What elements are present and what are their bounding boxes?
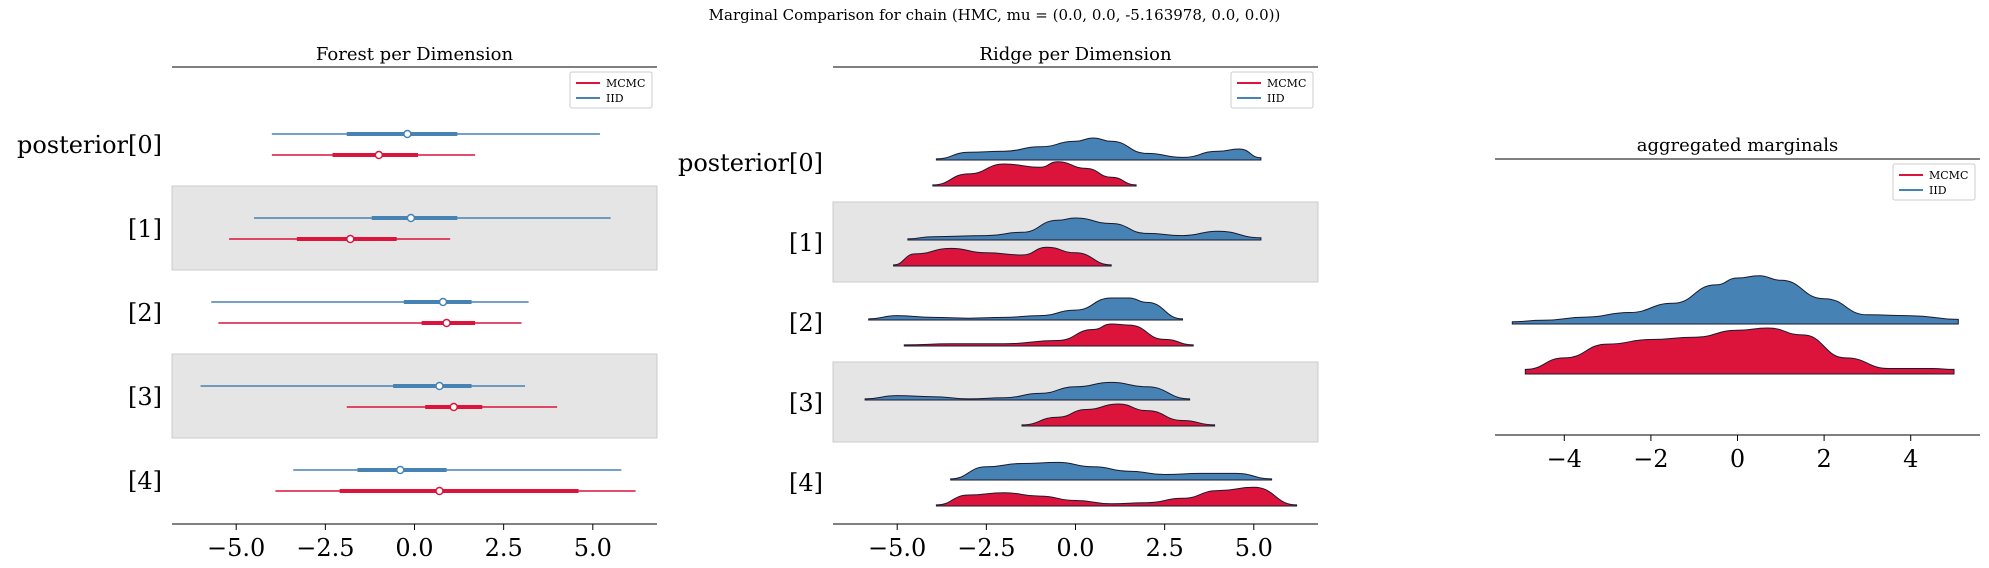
iid-median-point xyxy=(395,465,405,475)
row-label: [4] xyxy=(128,467,162,495)
mcmc-ridge-density xyxy=(932,161,1137,187)
iid-median-point xyxy=(438,297,448,307)
mcmc-median-point xyxy=(435,486,444,496)
mcmc-ridge-density xyxy=(1021,403,1216,427)
ridge-panel: posterior[0] [1] [2] [3] [4] Ridge per Dimens… xyxy=(678,44,1319,562)
axes-title: Forest per Dimension xyxy=(316,44,514,65)
x-tick-label: 5.0 xyxy=(574,534,612,562)
legend-label-mcmc: MCMC xyxy=(1929,169,1968,182)
x-tick-label: −2.5 xyxy=(957,534,1015,562)
iid-ridge-density xyxy=(868,297,1183,321)
legend-label-iid: IID xyxy=(606,92,624,105)
row-label: posterior[0] xyxy=(678,149,823,177)
row-label: posterior[0] xyxy=(17,131,162,159)
mcmc-median-point xyxy=(449,402,458,412)
mcmc-ridge-density xyxy=(893,246,1112,267)
mcmc-ridge-density xyxy=(903,323,1194,347)
x-tick-label: −4 xyxy=(1547,445,1582,473)
mcmc-ridge-density xyxy=(935,486,1298,507)
row-label: [3] xyxy=(789,389,823,417)
mcmc-median-point xyxy=(374,150,384,160)
aggregated-panel: aggregated marginals −4 −2 0 2 4 MCMC IID xyxy=(1495,135,1980,473)
figure-suptitle: Marginal Comparison for chain (HMC, mu =… xyxy=(708,6,1281,24)
row-label: [2] xyxy=(789,309,823,337)
row-label: [1] xyxy=(789,229,823,257)
iid-ridge-density xyxy=(864,381,1191,401)
axes-title: Ridge per Dimension xyxy=(979,44,1172,65)
iid-ridge-density xyxy=(907,217,1262,241)
x-tick-label: 0.0 xyxy=(395,534,433,562)
x-tick-label: −5.0 xyxy=(207,534,265,562)
alternating-row-band xyxy=(171,353,658,439)
x-tick-label: 4 xyxy=(1903,445,1918,473)
iid-median-point xyxy=(435,381,444,391)
iid-median-point xyxy=(403,129,412,139)
axes-title: aggregated marginals xyxy=(1637,135,1838,156)
alternating-row-band xyxy=(832,361,1319,443)
x-tick-label: −2 xyxy=(1633,445,1668,473)
iid-aggregated-density xyxy=(1511,275,1959,325)
x-tick-label: 0.0 xyxy=(1056,534,1094,562)
alternating-row-band xyxy=(832,201,1319,283)
mcmc-median-point xyxy=(442,318,451,328)
x-tick-label: −5.0 xyxy=(868,534,926,562)
row-label: [3] xyxy=(128,383,162,411)
legend-label-iid: IID xyxy=(1267,92,1285,105)
iid-median-point xyxy=(406,213,416,223)
row-label: [2] xyxy=(128,299,162,327)
x-tick-label: 2.5 xyxy=(1146,534,1184,562)
legend-label-mcmc: MCMC xyxy=(1267,77,1306,90)
mcmc-aggregated-density xyxy=(1524,327,1955,375)
legend-label-iid: IID xyxy=(1929,184,1947,197)
forest-panel: posterior[0] [1] [2] [3] [4] Forest per Dimen… xyxy=(17,44,658,562)
x-tick-label: 2.5 xyxy=(485,534,523,562)
x-tick-label: 0 xyxy=(1730,445,1745,473)
iid-ridge-density xyxy=(935,137,1262,161)
x-tick-label: 5.0 xyxy=(1235,534,1273,562)
alternating-row-band xyxy=(171,185,658,271)
row-label: [4] xyxy=(789,469,823,497)
row-label: [1] xyxy=(128,215,162,243)
x-tick-label: −2.5 xyxy=(296,534,354,562)
legend-label-mcmc: MCMC xyxy=(606,77,645,90)
iid-ridge-density xyxy=(950,461,1273,481)
mcmc-median-point xyxy=(346,234,355,244)
x-tick-label: 2 xyxy=(1816,445,1831,473)
